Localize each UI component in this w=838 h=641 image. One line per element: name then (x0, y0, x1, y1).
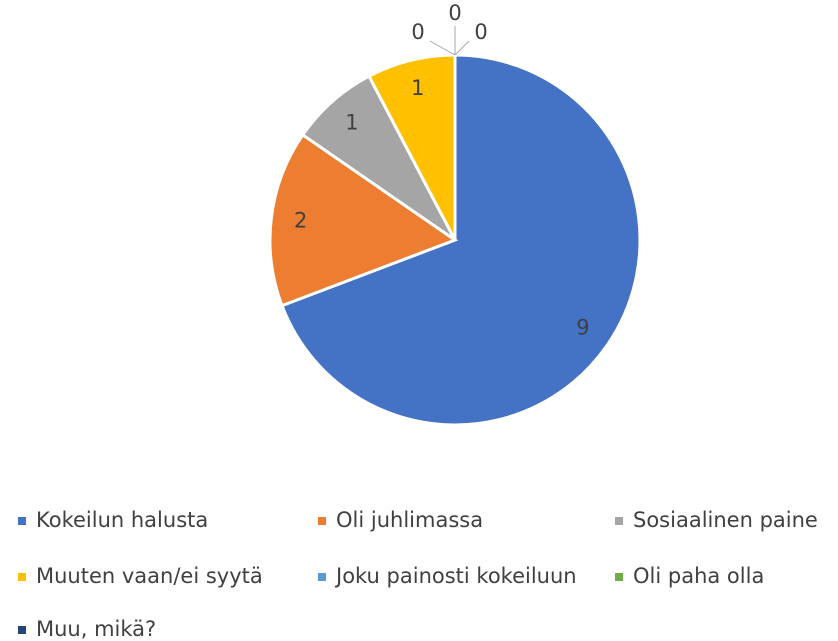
legend-swatch (615, 573, 623, 581)
data-label: 9 (576, 315, 589, 339)
legend-swatch (18, 517, 26, 525)
legend-swatch (615, 517, 623, 525)
legend-label: Joku painosti kokeiluun (334, 564, 577, 588)
data-label: 1 (345, 111, 358, 135)
data-label: 2 (294, 208, 307, 232)
pie-slice (268, 132, 459, 308)
legend-label: Muu, mikä? (36, 617, 156, 641)
legend-label: Kokeilun halusta (36, 508, 208, 532)
legend-label: Sosiaalinen paine (633, 508, 818, 532)
legend-swatch (318, 517, 326, 525)
legend-swatch (318, 573, 326, 581)
legend-swatch (18, 626, 26, 634)
legend-label: Oli paha olla (633, 564, 764, 588)
legend-label: Oli juhlimassa (336, 508, 483, 532)
data-label: 0 (411, 20, 424, 44)
pie-slice (280, 53, 642, 427)
legend-label: Muuten vaan/ei syytä (36, 564, 263, 588)
leader-line (454, 40, 470, 56)
data-label: 0 (474, 20, 487, 44)
leader-line (429, 40, 456, 56)
legend-swatch (18, 573, 26, 581)
data-label: 0 (448, 1, 461, 25)
data-label: 1 (411, 76, 424, 100)
